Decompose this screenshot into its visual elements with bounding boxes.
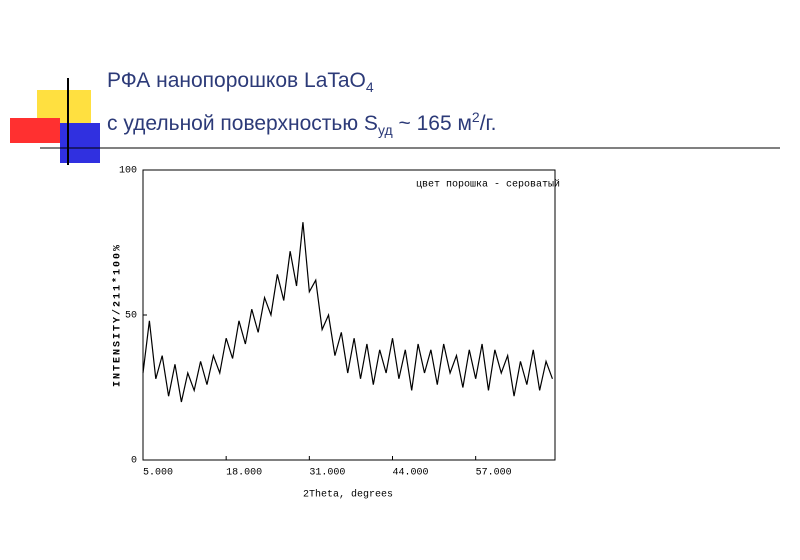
y-tick-label: 100: [119, 166, 137, 177]
x-tick-label: 44.000: [393, 468, 429, 479]
x-tick-label: 5.000: [143, 468, 173, 479]
x-tick-label: 18.000: [226, 468, 262, 479]
deco-blue: [60, 123, 100, 163]
data-line: [142, 222, 554, 403]
title-text: с удельной поверхностью S: [107, 112, 378, 136]
slide-title: РФА нанопорошков LaTaO4 с удельной повер…: [107, 66, 496, 145]
x-axis-label: 2Theta, degrees: [303, 489, 393, 501]
x-tick-label: 31.000: [309, 468, 345, 479]
title-sup: 2: [471, 109, 480, 126]
plot-frame: [142, 169, 556, 461]
title-text: РФА нанопорошков LaTaO: [107, 69, 366, 92]
y-tick-label: 50: [125, 311, 137, 322]
title-text: /г.: [479, 112, 497, 136]
title-sub: 4: [365, 79, 374, 96]
y-tick-label: 0: [131, 456, 137, 467]
deco-red: [10, 118, 60, 143]
x-tick-label: 57.000: [476, 468, 512, 479]
title-text: ~ 165 м: [392, 112, 472, 136]
annotation: цвет порошка - сероватый: [416, 179, 560, 191]
y-axis-label: INTENSITY/211*100%: [112, 243, 124, 387]
title-sub: уд: [377, 122, 393, 139]
